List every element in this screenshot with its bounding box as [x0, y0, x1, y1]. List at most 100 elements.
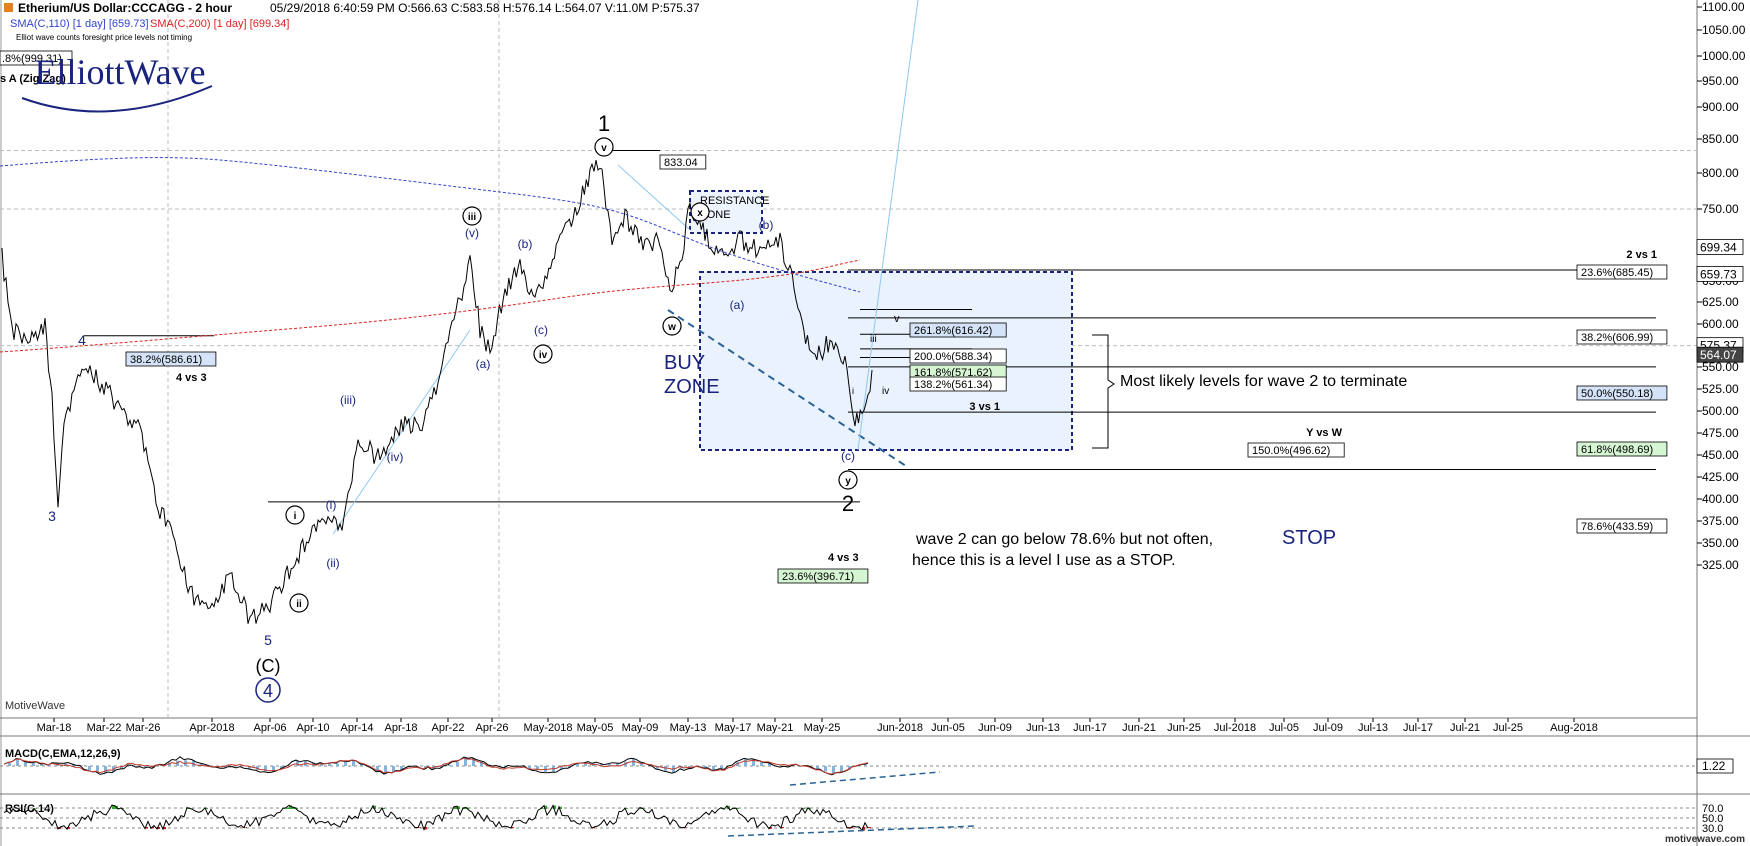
rsi-oversold-fill: [781, 827, 784, 829]
time-tick-label-11: May-05: [577, 722, 614, 734]
fib-label-yvsw-150: 150.0%(496.62): [1252, 445, 1330, 457]
price-tick-label-16: 475.00: [1702, 426, 1739, 440]
macd-hist-bar: [336, 763, 339, 766]
rsi-oversold-fill: [67, 827, 70, 830]
macd-hist-bar: [240, 766, 243, 767]
fib-label-2vs1-618-box: [1576, 441, 1668, 457]
macd-hist-bar: [376, 766, 379, 772]
time-tick-label-26: Jul-09: [1313, 722, 1343, 734]
rsi-overbought-fill: [286, 807, 289, 809]
wave-small-v: v: [894, 313, 900, 325]
wave-x: x: [697, 208, 703, 219]
fib-label-2vs1-786: 78.6%(433.59): [1581, 521, 1653, 533]
rsi-divergence-line: [727, 825, 976, 837]
stop-text: STOP: [1282, 527, 1336, 549]
rsi-oversold-fill: [418, 827, 421, 828]
price-tick-label-6: 800.00: [1702, 166, 1739, 180]
wave-y: y: [845, 476, 851, 487]
price-marker-1: 659.73: [1700, 267, 1737, 281]
axis-layer: 1100.00 1050.00 1000.00 950.00 900.00 850.00 8…: [37, 0, 1746, 734]
group-3vs1: 3 vs 1: [969, 401, 1000, 413]
price-marker-0: 699.34: [1700, 240, 1737, 254]
fib-label-2vs1-382-box: [1576, 329, 1668, 345]
fib-label-4vs3-382-box: [125, 351, 217, 367]
most-likely-text: Most likely levels for wave 2 to termina…: [1120, 373, 1407, 390]
macd-hist-bar: [192, 760, 195, 766]
time-tick-label-18: Jun-05: [931, 722, 965, 734]
rsi-tick-0: 70.0: [1702, 803, 1723, 815]
bracket: [1092, 334, 1115, 449]
wave-iv-circle: [533, 344, 553, 364]
buy-zone-text-2: ZONE: [664, 376, 720, 398]
wave-1: 1: [598, 111, 610, 136]
fib-label-3vs1-1382-box: [909, 376, 1007, 392]
fib-label-3vs1-2618: 261.8%(616.42): [914, 325, 992, 337]
macd-hist-bar: [80, 765, 83, 766]
macd-hist-bar: [16, 759, 19, 766]
wave-paren-pc-7: (c): [534, 323, 548, 337]
wave-i-circle: [285, 505, 305, 525]
fib-label-2vs1-618: 61.8%(498.69): [1581, 444, 1653, 456]
macd-hist-bar: [720, 766, 723, 769]
price-tick-label-21: 350.00: [1702, 536, 1739, 550]
macd-hist-bar: [32, 763, 35, 766]
fib-label-4vs3-236-box: [777, 568, 869, 584]
rsi-oversold-fill: [769, 827, 772, 829]
macd-hist-bar: [848, 766, 851, 770]
app-icon: [4, 3, 13, 12]
price-tick-label-0: 1100.00: [1702, 0, 1745, 14]
rsi-oversold-fill: [145, 827, 148, 829]
macd-hist-bar: [768, 762, 771, 766]
time-tick-label-17: Jun-2018: [877, 722, 923, 734]
time-tick-label-7: Apr-18: [384, 722, 417, 734]
rsi-overbought-fill: [34, 808, 37, 809]
price-tick-label-17: 450.00: [1702, 448, 1739, 462]
macd-hist-bar: [232, 766, 235, 767]
macd-label: MACD(C,EMA,12,26,9): [5, 748, 121, 760]
rsi-overbought-fill: [559, 806, 562, 809]
time-tick-label-0: Mar-18: [37, 722, 72, 734]
price-tick-label-19: 400.00: [1702, 492, 1739, 506]
fib-label-3vs1-2618-box: [909, 322, 1007, 338]
macd-hist-bar: [40, 763, 43, 766]
macd-hist-bar: [864, 764, 867, 766]
macd-hist-bar: [608, 764, 611, 766]
price-marker-box-1: [1696, 265, 1744, 282]
time-tick-label-4: Apr-06: [253, 722, 286, 734]
macd-hist-bar: [744, 759, 747, 766]
wave-C: (C): [256, 656, 281, 676]
price-series: [1, 160, 873, 624]
rsi-overbought-fill: [544, 805, 547, 809]
price-tick-label-18: 425.00: [1702, 470, 1739, 484]
rsi-overbought-fill: [808, 807, 811, 809]
wave-i: i: [294, 511, 297, 522]
wave-paren-pb-6: (b): [518, 237, 533, 251]
buy-zone-box: [699, 271, 1073, 451]
macd-hist-bar: [480, 761, 483, 766]
wave-small-i: i: [852, 386, 854, 396]
price-tick-label-1: 1050.00: [1702, 23, 1746, 37]
macd-hist-bar: [576, 764, 579, 766]
fib-label-2vs1-786-box: [1576, 518, 1668, 534]
rsi-overbought-fill: [457, 806, 460, 809]
wave-paren-pa-8: (a): [730, 298, 745, 312]
macd-hist-bar: [384, 766, 387, 774]
price-tick-label-10: 625.00: [1702, 295, 1739, 309]
wave-x-circle: [690, 202, 710, 222]
rsi-overbought-fill: [289, 805, 292, 809]
macd-hist-bar: [328, 763, 331, 766]
macd-hist-bar: [264, 766, 267, 772]
fib-label-4vs3-382: 38.2%(586.61): [130, 354, 202, 366]
rsi-oversold-fill: [847, 827, 850, 828]
macd-line: [3, 756, 869, 776]
price-marker-box-0: [1696, 239, 1744, 255]
rsi-overbought-fill: [121, 808, 124, 809]
price-tick-label-20: 375.00: [1702, 514, 1739, 528]
rsi-overbought-fill: [454, 806, 457, 809]
price-tick-label-11: 600.00: [1702, 317, 1739, 331]
indicator-layer: MACD(C,EMA,12,26,9) 1.22 RSI(C,14) 70.050.0…: [0, 700, 1745, 845]
time-tick-label-3: Apr-2018: [189, 722, 234, 734]
macd-hist-bar: [832, 766, 835, 774]
time-tick-label-10: May-2018: [524, 722, 573, 734]
rsi-oversold-fill: [868, 827, 871, 829]
